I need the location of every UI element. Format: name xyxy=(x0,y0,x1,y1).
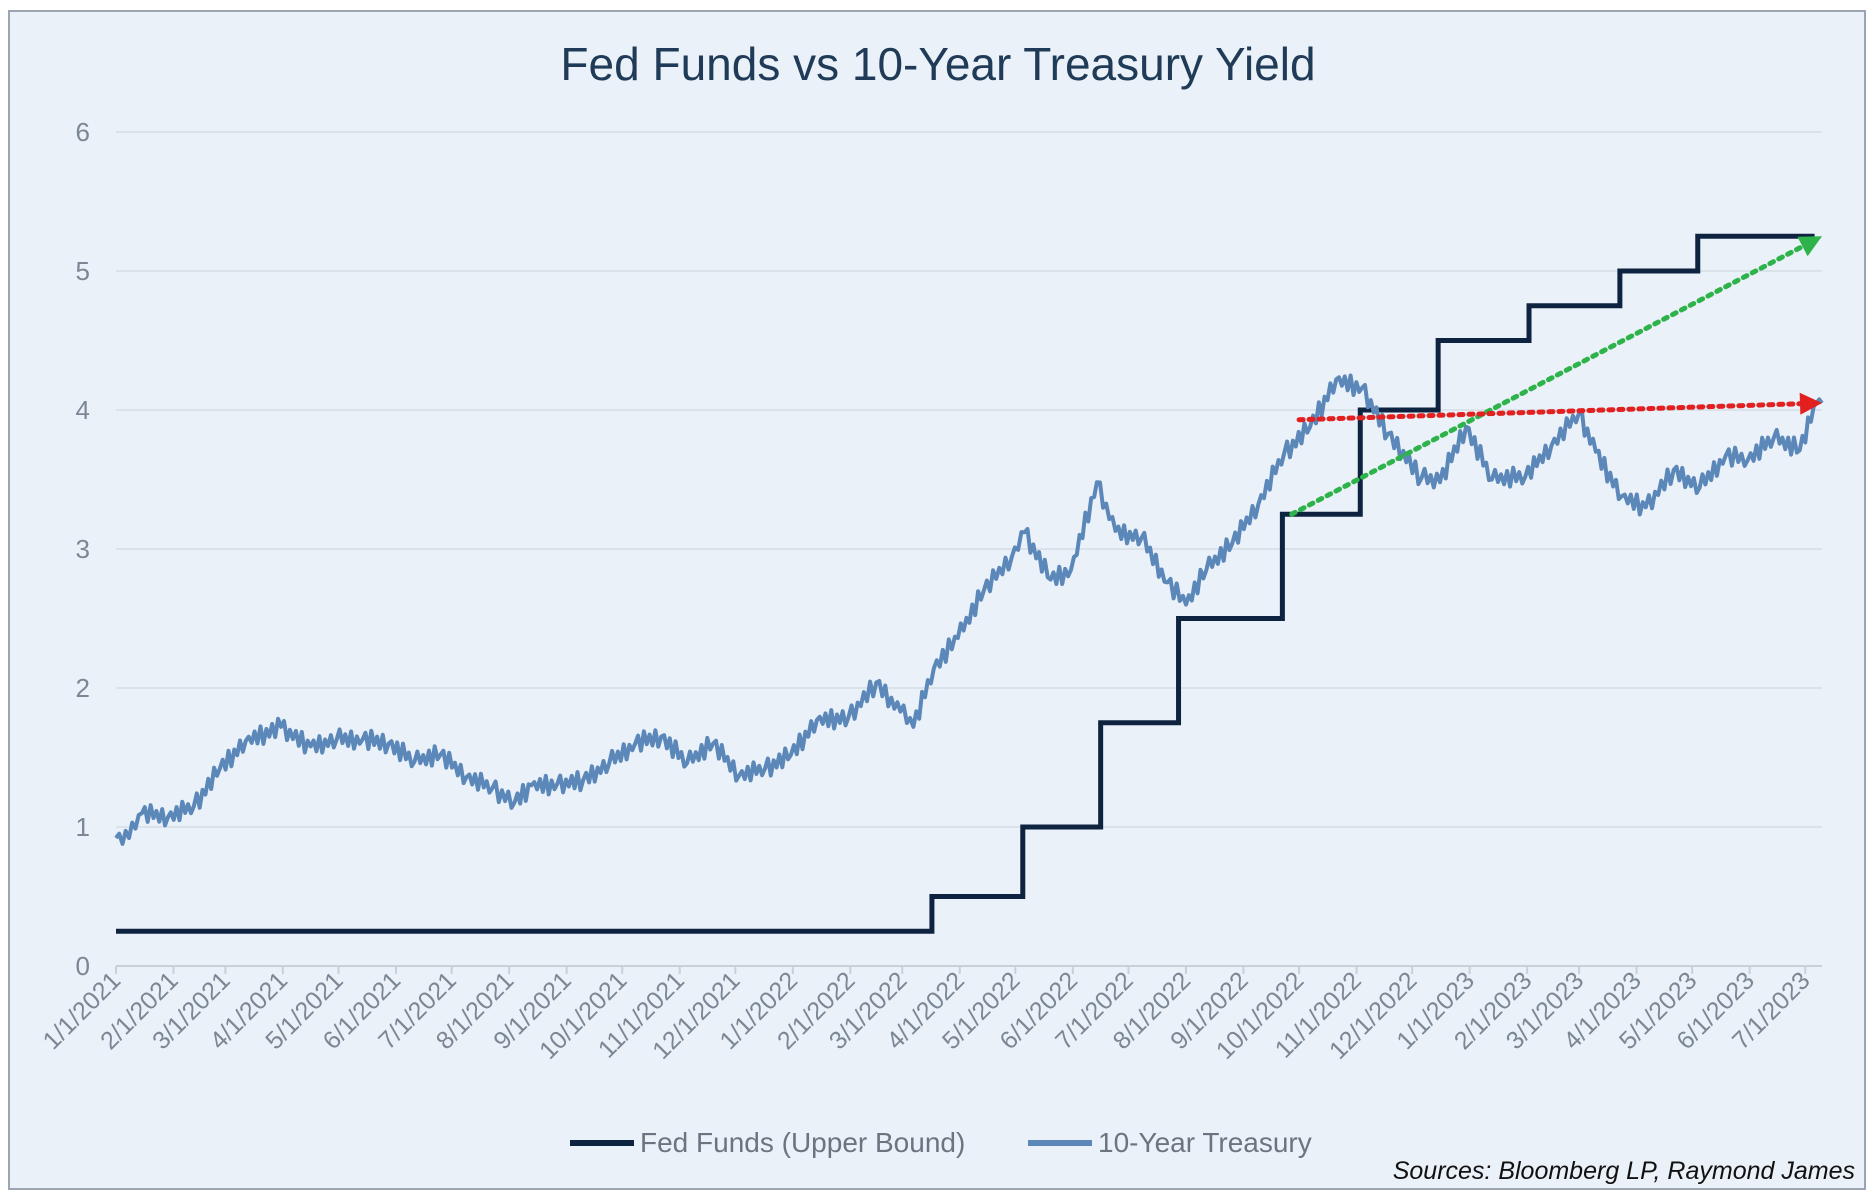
annotation-arrow-line-0 xyxy=(1289,243,1806,517)
x-axis: 1/1/20212/1/20213/1/20214/1/20215/1/2021… xyxy=(38,965,1822,1065)
y-tick-label-1: 1 xyxy=(76,812,90,842)
annotation-layer xyxy=(1289,236,1822,517)
chart-frame xyxy=(8,10,1866,1190)
legend-label-10-year-treasury: 10-Year Treasury xyxy=(1098,1127,1312,1158)
series-line-fed-funds xyxy=(116,233,1815,934)
y-tick-label-6: 6 xyxy=(76,117,90,147)
chart-title: Fed Funds vs 10-Year Treasury Yield xyxy=(560,38,1315,90)
y-tick-label-3: 3 xyxy=(76,534,90,564)
series-layer xyxy=(114,233,1824,934)
annotation-arrow-head-0 xyxy=(1797,236,1822,257)
y-tick-label-0: 0 xyxy=(76,951,90,981)
y-tick-label-5: 5 xyxy=(76,256,90,286)
legend-label-fed-funds: Fed Funds (Upper Bound) xyxy=(640,1127,965,1158)
grid-layer xyxy=(116,131,1822,828)
source-note: Sources: Bloomberg LP, Raymond James xyxy=(1393,1157,1855,1185)
annotation-arrow-head-1 xyxy=(1799,392,1822,415)
y-tick-label-4: 4 xyxy=(76,395,90,425)
y-tick-label-2: 2 xyxy=(76,673,90,703)
legend: Fed Funds (Upper Bound) 10-Year Treasury xyxy=(570,1127,1312,1158)
series-line-10-year-treasury xyxy=(114,373,1824,846)
y-axis: 0 1 2 3 4 5 6 xyxy=(76,117,90,981)
annotation-arrow-line-1 xyxy=(1296,401,1803,423)
